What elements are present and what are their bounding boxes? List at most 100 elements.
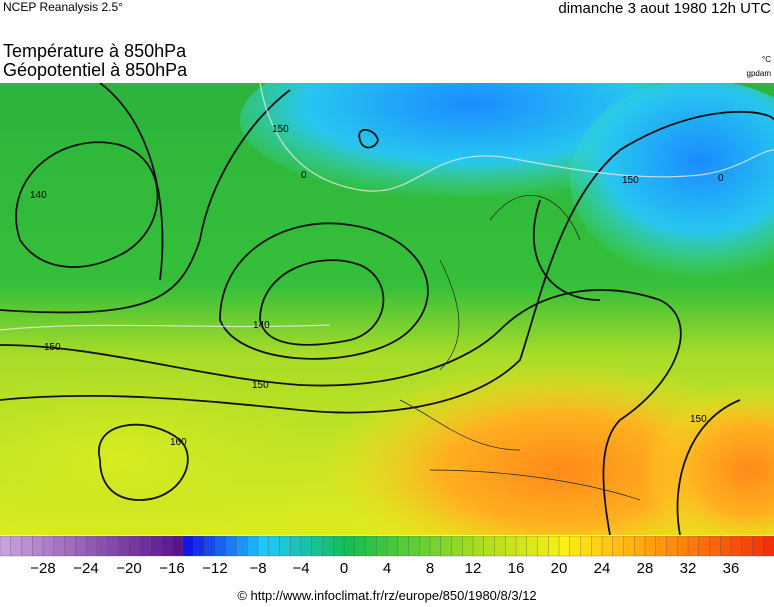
colorbar-cell: [85, 535, 98, 557]
colorbar-label: 16: [508, 560, 525, 577]
colorbar-cell: [483, 535, 495, 557]
colorbar-cell: [182, 535, 194, 557]
colorbar-cell: [193, 535, 205, 557]
source-label: NCEP Reanalysis 2.5°: [3, 0, 123, 14]
colorbar-cell: [440, 535, 452, 557]
colorbar-label: 4: [383, 560, 391, 577]
colorbar-cell: [376, 535, 388, 557]
colorbar-cell: [698, 535, 710, 557]
colorbar-cell: [763, 535, 774, 557]
colorbar-cell: [311, 535, 323, 557]
unit-label: gpdam: [747, 69, 772, 78]
colorbar-cell: [161, 535, 173, 557]
colorbar-cell: [612, 535, 624, 557]
colorbar-cell: [214, 535, 227, 557]
colorbar-cell: [322, 535, 334, 557]
contour-label: 0: [718, 173, 724, 184]
colorbar-cell: [623, 535, 635, 557]
colorbar-cell: [397, 535, 409, 557]
colorbar-cell: [10, 535, 22, 557]
colorbar-cell: [752, 535, 764, 557]
colorbar-cell: [677, 535, 689, 557]
colorbar-cell: [53, 535, 65, 557]
colorbar-cell: [591, 535, 603, 557]
date-label: dimanche 3 aout 1980 12h UTC: [558, 0, 771, 17]
colorbar-cell: [505, 535, 517, 557]
colorbar-cell: [257, 535, 270, 557]
colorbar-cell: [419, 535, 431, 557]
map: [0, 83, 774, 535]
colorbar-cell: [42, 535, 55, 557]
contour-label: 150: [690, 414, 707, 425]
colorbar-cell: [408, 535, 420, 557]
title: Géopotentiel à 850hPa: [3, 60, 188, 80]
colorbar-cell: [354, 535, 366, 557]
colorbar-cell: [236, 535, 248, 557]
colorbar-cell: [150, 535, 162, 557]
colorbar-label: 8: [426, 560, 434, 577]
colorbar-cell: [580, 535, 592, 557]
colorbar-label: −12: [202, 560, 227, 577]
colorbar-cell: [118, 535, 130, 557]
contour-label: 140: [253, 320, 270, 331]
colorbar-cell: [365, 535, 377, 557]
colorbar-cell: [279, 535, 291, 557]
colorbar-cell: [139, 535, 151, 557]
colorbar-cell: [268, 535, 280, 557]
colorbar-cell: [558, 535, 571, 557]
colorbar-cell: [32, 535, 44, 557]
colorbar-cell: [601, 535, 614, 557]
colorbar-cell: [247, 535, 259, 557]
colorbar-label: 28: [637, 560, 654, 577]
contour-label: 150: [252, 380, 269, 391]
colorbar-cell: [730, 535, 743, 557]
colorbar-label: −16: [159, 560, 184, 577]
title: Température à 850hPa: [3, 41, 187, 61]
colorbar-label: 24: [594, 560, 611, 577]
contour-label: 160: [170, 437, 187, 448]
colorbar-cell: [429, 535, 442, 557]
colorbar-cell: [515, 535, 528, 557]
colorbar-cell: [0, 535, 12, 557]
colorbar-cell: [225, 535, 237, 557]
colorbar-label: −4: [292, 560, 309, 577]
colorbar-label: 20: [551, 560, 568, 577]
colorbar-cell: [300, 535, 313, 557]
colorbar-cell: [720, 535, 732, 557]
contour-label: 150: [44, 342, 61, 353]
colorbar-cell: [666, 535, 678, 557]
colorbar-cell: [96, 535, 108, 557]
colorbar-cell: [204, 535, 216, 557]
colorbar-label: 36: [723, 560, 740, 577]
colorbar-cell: [526, 535, 538, 557]
colorbar-cell: [472, 535, 485, 557]
colorbar-cell: [171, 535, 184, 557]
colorbar-cell: [548, 535, 560, 557]
colorbar-cell: [462, 535, 474, 557]
colorbar-cell: [333, 535, 345, 557]
colorbar-label: −8: [249, 560, 266, 577]
colorbar-cell: [128, 535, 141, 557]
colorbar-cell: [64, 535, 76, 557]
contour-label: 150: [272, 124, 289, 135]
colorbar-cell: [655, 535, 667, 557]
colorbar: −28 −24 −20 −16 −12 −8 −4 0 4 8 12 16 20 24 28 32 36: [0, 535, 774, 577]
colorbar-cell: [687, 535, 700, 557]
colorbar-cell: [709, 535, 721, 557]
colorbar-label: 0: [340, 560, 348, 577]
colorbar-cell: [494, 535, 506, 557]
unit-label: °C: [762, 55, 771, 64]
colorbar-label: −28: [30, 560, 55, 577]
colorbar-cell: [644, 535, 657, 557]
colorbar-cell: [569, 535, 581, 557]
colorbar-label: 12: [465, 560, 482, 577]
colorbar-cell: [21, 535, 33, 557]
colorbar-cell: [451, 535, 463, 557]
colorbar-label: −24: [73, 560, 98, 577]
contour-label: 140: [30, 190, 47, 201]
colorbar-cell: [107, 535, 119, 557]
colorbar-cell: [741, 535, 753, 557]
colorbar-cell: [343, 535, 356, 557]
